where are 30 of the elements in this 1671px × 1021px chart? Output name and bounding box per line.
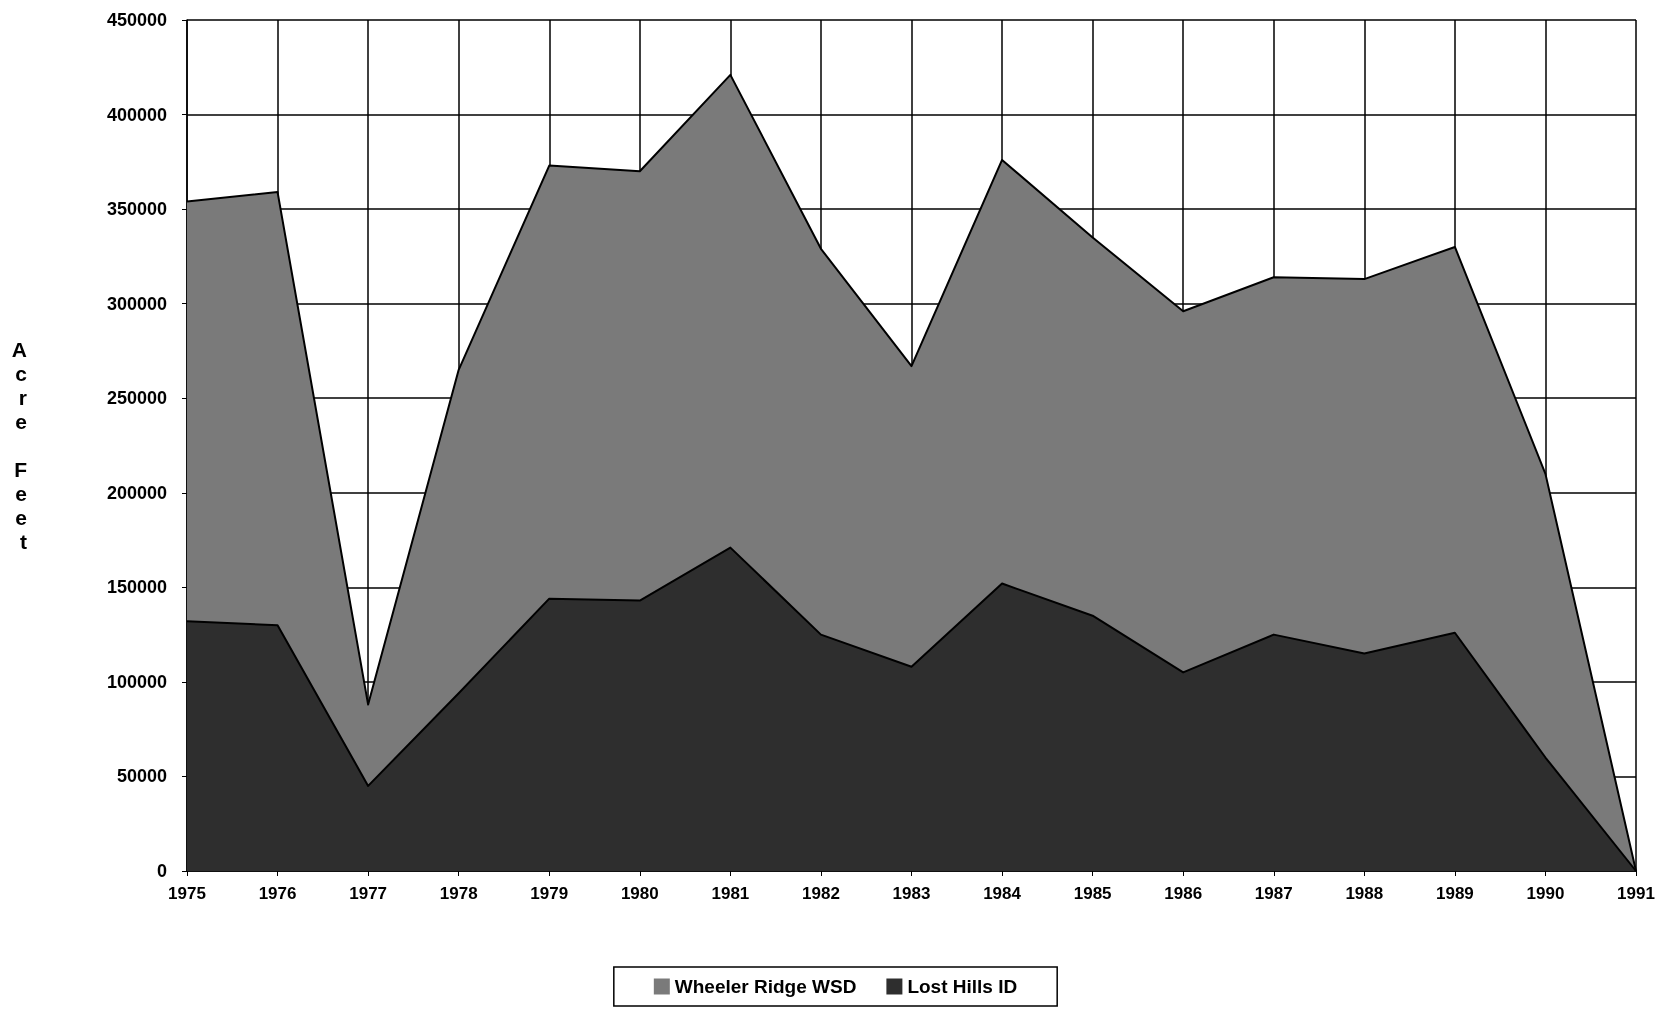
y-tick-label: 250000 — [106, 388, 167, 409]
y-tick-label: 400000 — [106, 104, 167, 125]
x-tick-label: 1980 — [620, 884, 659, 903]
y-tick-label: 100000 — [106, 671, 167, 692]
x-tick-label: 1989 — [1435, 884, 1474, 903]
y-tick-label: 0 — [156, 861, 167, 881]
x-tick-label: 1987 — [1254, 884, 1293, 903]
x-tick-label: 1977 — [349, 884, 388, 903]
x-tick-label: 1976 — [258, 884, 297, 903]
y-tick-label: 200000 — [106, 482, 167, 503]
x-tick-label: 1981 — [711, 884, 750, 903]
legend-label: Lost Hills ID — [907, 976, 1018, 997]
x-tick-label: 1984 — [983, 884, 1022, 903]
y-tick-label: 450000 — [106, 10, 167, 30]
x-tick-label: 1988 — [1345, 884, 1384, 903]
y-tick-label: 150000 — [106, 577, 167, 598]
x-tick-label: 1975 — [168, 884, 206, 903]
x-tick-label: 1982 — [802, 884, 840, 903]
x-tick-label: 1991 — [1617, 884, 1655, 903]
y-axis-title: Acre Feet — [11, 338, 28, 553]
x-tick-label: 1990 — [1526, 884, 1565, 903]
x-tick-label: 1985 — [1073, 884, 1112, 903]
x-tick-label: 1983 — [892, 884, 931, 903]
x-tick-label: 1979 — [530, 884, 569, 903]
y-tick-label: 350000 — [106, 199, 167, 220]
legend-label: Wheeler Ridge WSD — [674, 976, 857, 997]
x-tick-label: 1986 — [1164, 884, 1203, 903]
y-tick-label: 300000 — [106, 293, 167, 314]
x-tick-label: 1978 — [439, 884, 478, 903]
y-tick-label: 50000 — [116, 766, 167, 787]
